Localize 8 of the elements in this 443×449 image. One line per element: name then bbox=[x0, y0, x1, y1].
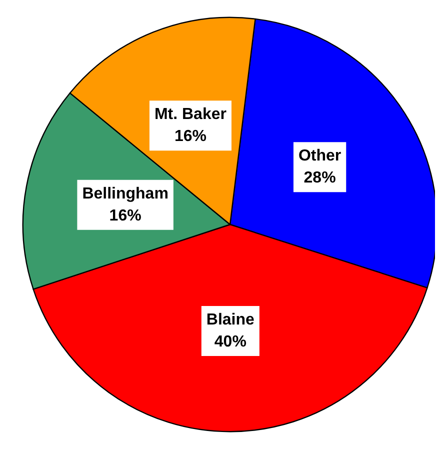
data-label: 40% bbox=[214, 334, 246, 351]
slice-label: Blaine bbox=[206, 312, 255, 329]
slice-label: Mt. Baker bbox=[154, 106, 226, 124]
slice-label: Bellingham bbox=[82, 185, 168, 202]
data-label: 16% bbox=[174, 128, 206, 146]
data-label: 28% bbox=[304, 170, 336, 187]
data-label: 16% bbox=[109, 207, 142, 224]
slice-label: Other bbox=[298, 148, 342, 165]
